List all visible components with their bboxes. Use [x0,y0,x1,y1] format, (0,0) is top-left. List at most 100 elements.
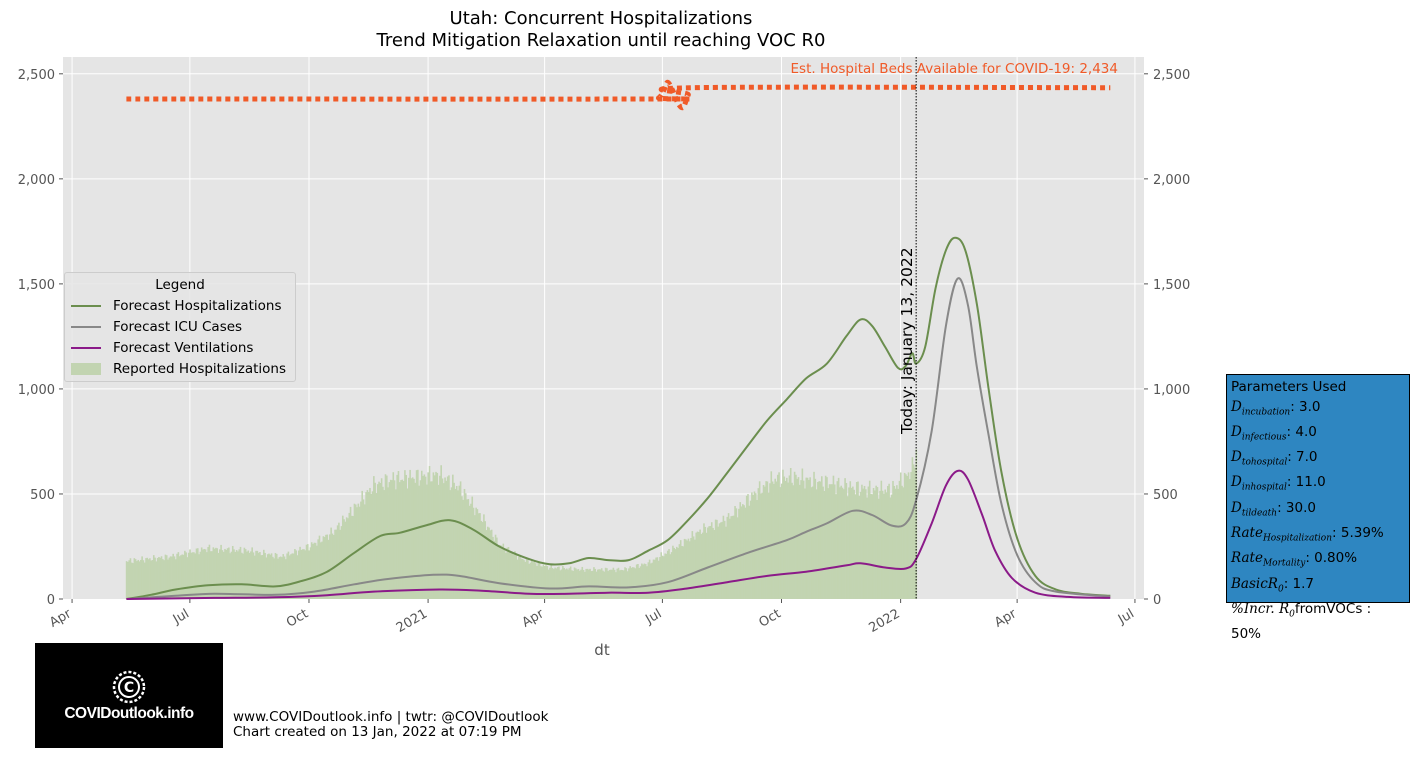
reported-bar [625,568,628,599]
reported-bar [413,478,415,599]
reported-bar [160,556,163,599]
reported-bar [171,556,173,599]
reported-bar [502,543,505,599]
reported-bar [765,481,767,599]
x-tick-label: 2021 [394,606,430,636]
parameter-value: : 11.0 [1286,474,1326,491]
reported-bar [467,499,470,599]
reported-bar [211,551,213,599]
parameter-row: %Incr. R0fromVOCs : 50% [1231,600,1405,645]
reported-bar [858,495,861,599]
reported-bar [486,526,489,599]
reported-bar [234,551,237,599]
reported-bar [678,544,681,599]
reported-bar [845,482,848,599]
reported-bar [370,493,373,599]
reported-bar [668,549,670,599]
reported-bar [743,505,745,599]
reported-bar [516,559,519,599]
reported-bar [208,544,211,599]
reported-bar [572,570,575,599]
reported-bar [269,554,272,599]
reported-bar [440,465,442,599]
reported-bar [184,550,186,599]
reported-bar [685,539,687,599]
reported-bar [587,569,590,599]
reported-bar [259,552,261,599]
reported-bar [892,480,894,599]
reported-bar [666,550,669,599]
reported-bar [638,567,641,599]
reported-bar [783,476,786,599]
reported-bar [398,482,401,599]
reported-bar [736,517,739,599]
reported-bar [455,485,458,599]
reported-bar [753,491,756,599]
reported-bar [164,554,167,599]
reported-bar [458,485,461,599]
reported-bar [567,569,569,599]
reported-bar [545,565,547,599]
reported-bar [145,558,147,599]
reported-bar [155,561,158,599]
reported-bar [497,545,499,599]
reported-bar [496,537,498,599]
parameter-subscript: Mortality [1262,558,1306,569]
parameter-subscript: Hospitalization [1262,533,1333,544]
reported-bar [489,530,492,599]
reported-bar [664,553,666,599]
reported-bar [630,567,633,599]
reported-bar [313,542,316,599]
reported-bar [577,569,580,599]
reported-bar [876,487,879,599]
reported-bar [722,515,725,599]
reported-bar [704,526,707,599]
reported-bar [646,566,648,599]
reported-bar [594,568,597,599]
reported-bar [129,558,132,599]
reported-bar [559,570,562,599]
reported-bar [442,483,445,599]
reported-bar [721,521,723,599]
reported-bar [173,556,176,599]
beds-available-line [126,79,1111,111]
reported-bar [830,484,832,599]
reported-bar [624,567,626,599]
reported-bar [524,561,527,599]
x-tick-label: 2022 [866,606,902,636]
reported-bar [441,478,444,599]
reported-bar [793,471,796,599]
reported-bar [156,558,159,599]
reported-bar [775,481,778,599]
reported-bar [651,562,653,599]
y-tick-label-right: 500 [1153,488,1178,503]
reported-bar [273,558,275,599]
reported-bar [431,481,433,599]
reported-bar [532,562,534,599]
reported-bar [169,556,172,599]
reported-bar [402,480,405,599]
x-tick-label: Jul [170,606,192,627]
reported-bar [541,566,543,599]
reported-bar [256,550,259,599]
reported-bar [898,480,901,599]
reported-bar [853,489,855,599]
reported-bar [776,474,779,599]
reported-bar [867,486,870,599]
reported-bar [159,557,162,599]
y-tick-label-right: 2,500 [1153,68,1190,83]
reported-bar [172,553,174,599]
reported-bar [565,568,568,599]
reported-bar [701,532,704,599]
reported-bar [349,506,352,599]
reported-bar [537,562,540,599]
reported-bar [149,558,151,599]
reported-bar [215,547,217,599]
reported-bar [430,481,432,599]
reported-bar [464,493,467,599]
y-tick-label: 2,000 [18,173,55,188]
reported-bar [848,487,850,599]
reported-bar [521,559,524,599]
reported-bar [182,554,185,599]
reported-bar [540,566,542,599]
